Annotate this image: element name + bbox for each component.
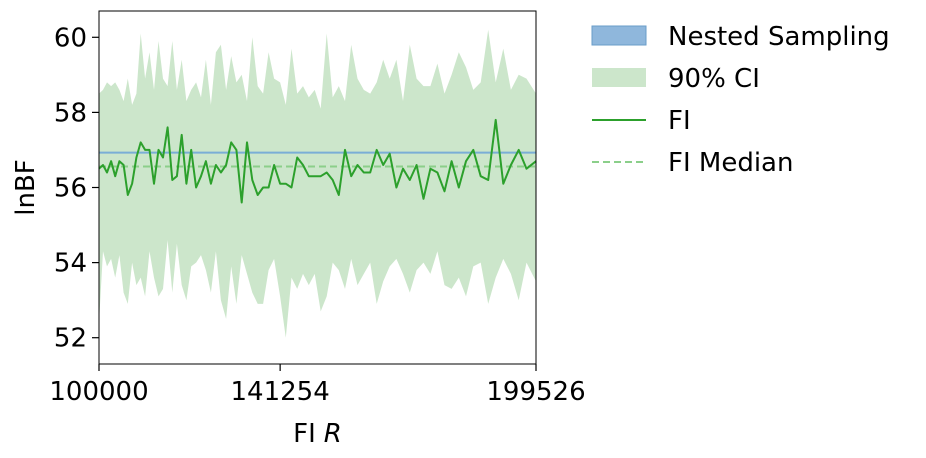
y-tick-label: 54 bbox=[54, 249, 87, 279]
x-axis-title: FI R bbox=[293, 419, 342, 449]
ci-band bbox=[99, 29, 536, 338]
x-tick-label: 199526 bbox=[486, 377, 585, 407]
x-axis: 100000 141254 199526 bbox=[49, 364, 586, 407]
y-tick-label: 56 bbox=[54, 174, 87, 204]
plot-area bbox=[98, 29, 537, 338]
y-tick-label: 58 bbox=[54, 98, 87, 128]
y-axis: 52 54 56 58 60 bbox=[54, 23, 99, 354]
legend-label: 90% CI bbox=[668, 64, 760, 94]
x-axis-title-variable: R bbox=[324, 419, 342, 449]
legend-label: Nested Sampling bbox=[668, 22, 890, 52]
legend: Nested Sampling 90% CI FI FI Median bbox=[591, 22, 890, 178]
y-axis-title: lnBF bbox=[11, 159, 41, 216]
x-tick-label: 100000 bbox=[49, 377, 148, 407]
legend-label: FI bbox=[668, 106, 691, 136]
fi-series-line bbox=[98, 118, 537, 204]
y-tick-label: 60 bbox=[54, 23, 87, 53]
legend-label: FI Median bbox=[668, 148, 793, 178]
x-tick-label: 141254 bbox=[231, 377, 330, 407]
legend-swatch-nested-sampling bbox=[591, 25, 647, 46]
y-tick-label: 52 bbox=[54, 324, 87, 354]
x-axis-title-main: FI bbox=[293, 419, 316, 449]
legend-swatch-ci bbox=[592, 68, 646, 87]
